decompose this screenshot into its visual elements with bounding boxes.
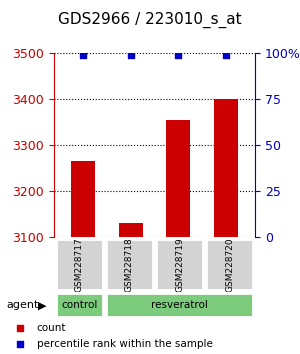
Bar (71, 161, 95, 237)
Point (224, 52, 229, 58)
Text: count: count (37, 323, 66, 333)
Bar (214, 99, 238, 237)
Text: GSM228717: GSM228717 (75, 237, 84, 292)
Bar (56, 293, 103, 317)
Text: percentile rank within the sample: percentile rank within the sample (37, 339, 212, 349)
Text: ▶: ▶ (38, 300, 46, 310)
Bar (206, 239, 254, 290)
Bar (56, 239, 103, 290)
Text: GSM228719: GSM228719 (175, 237, 184, 292)
Point (128, 52, 133, 58)
Point (197, 116, 202, 122)
Point (197, 261, 202, 267)
Text: resveratrol: resveratrol (151, 300, 208, 310)
Text: GDS2966 / 223010_s_at: GDS2966 / 223010_s_at (58, 11, 242, 28)
Text: agent: agent (6, 300, 38, 310)
Point (176, 52, 181, 58)
Text: control: control (61, 300, 97, 310)
Bar (106, 239, 153, 290)
Bar (118, 223, 142, 237)
Text: GSM228718: GSM228718 (125, 237, 134, 292)
Text: GSM228720: GSM228720 (225, 237, 234, 292)
Bar (156, 239, 203, 290)
Bar (167, 120, 191, 237)
Bar (106, 293, 254, 317)
Point (80, 52, 85, 58)
